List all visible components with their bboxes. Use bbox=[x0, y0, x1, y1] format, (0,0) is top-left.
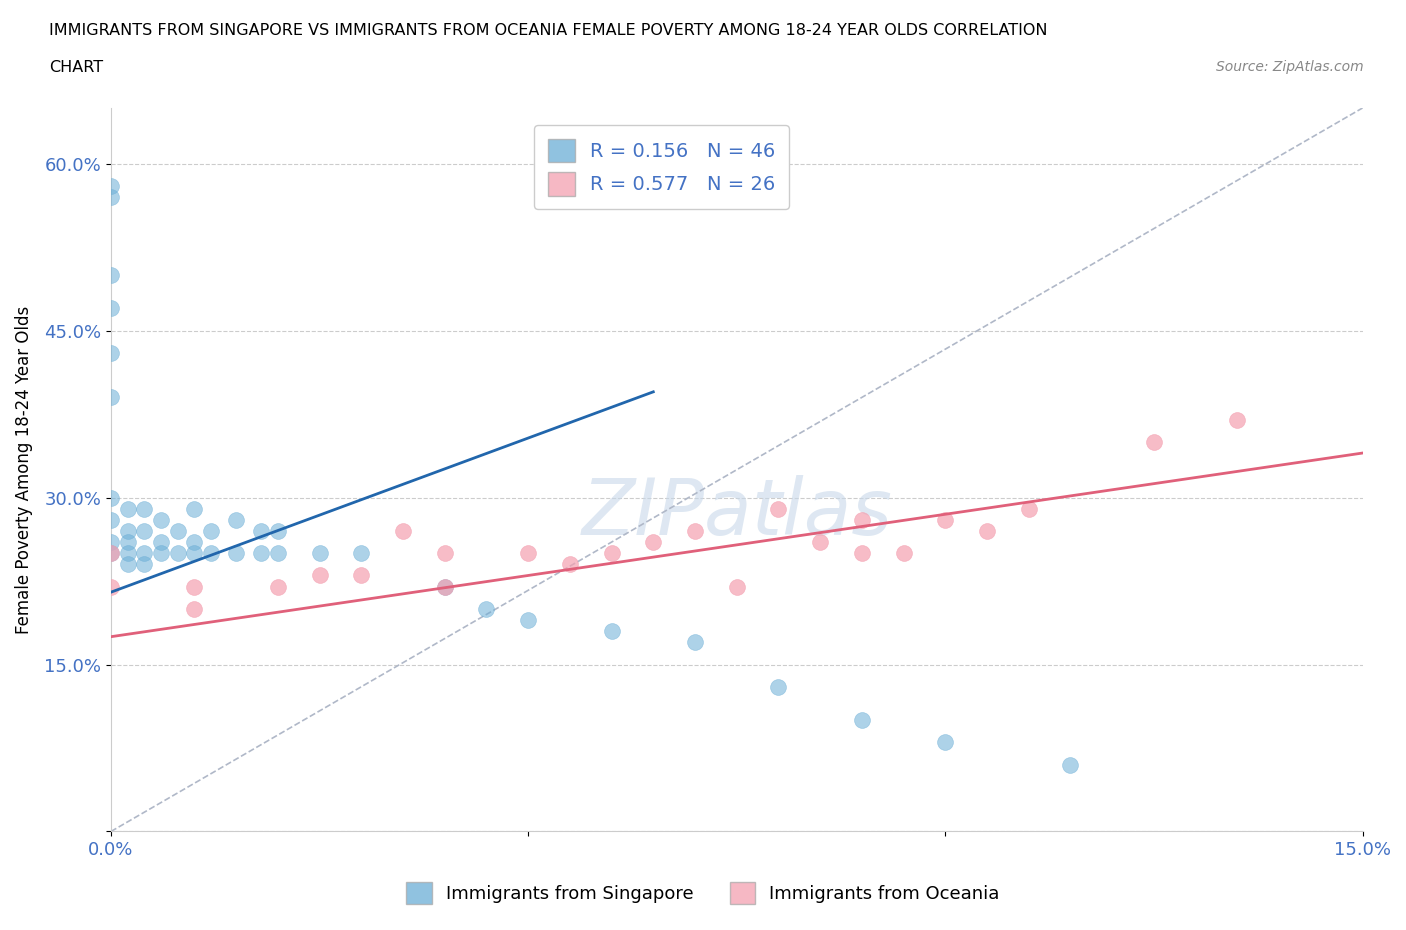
Point bbox=[350, 546, 373, 561]
Point bbox=[117, 535, 139, 550]
Point bbox=[166, 546, 188, 561]
Point bbox=[183, 535, 205, 550]
Point bbox=[117, 546, 139, 561]
Point bbox=[100, 268, 122, 283]
Point bbox=[200, 524, 222, 538]
Point bbox=[183, 602, 205, 617]
Point bbox=[893, 546, 915, 561]
Text: ZIPatlas: ZIPatlas bbox=[581, 475, 893, 551]
Point bbox=[768, 501, 790, 516]
Text: Source: ZipAtlas.com: Source: ZipAtlas.com bbox=[1216, 60, 1364, 74]
Point bbox=[308, 546, 330, 561]
Y-axis label: Female Poverty Among 18-24 Year Olds: Female Poverty Among 18-24 Year Olds bbox=[15, 306, 32, 634]
Point bbox=[100, 535, 122, 550]
Point bbox=[1059, 757, 1081, 772]
Point bbox=[183, 501, 205, 516]
Point bbox=[134, 501, 156, 516]
Point bbox=[100, 490, 122, 505]
Point bbox=[134, 524, 156, 538]
Point bbox=[100, 179, 122, 193]
Point bbox=[183, 579, 205, 594]
Point bbox=[100, 512, 122, 527]
Point bbox=[117, 501, 139, 516]
Point bbox=[683, 524, 706, 538]
Point bbox=[117, 524, 139, 538]
Point bbox=[100, 345, 122, 360]
Point bbox=[934, 735, 956, 750]
Text: IMMIGRANTS FROM SINGAPORE VS IMMIGRANTS FROM OCEANIA FEMALE POVERTY AMONG 18-24 : IMMIGRANTS FROM SINGAPORE VS IMMIGRANTS … bbox=[49, 23, 1047, 38]
Point bbox=[643, 535, 665, 550]
Point bbox=[433, 546, 456, 561]
Point bbox=[267, 546, 290, 561]
Point bbox=[725, 579, 748, 594]
Point bbox=[225, 546, 247, 561]
Point bbox=[250, 546, 273, 561]
Point bbox=[392, 524, 415, 538]
Point bbox=[134, 557, 156, 572]
Point bbox=[851, 512, 873, 527]
Point bbox=[267, 579, 290, 594]
Point bbox=[808, 535, 831, 550]
Point bbox=[150, 546, 173, 561]
Text: CHART: CHART bbox=[49, 60, 103, 75]
Point bbox=[100, 190, 122, 205]
Point bbox=[433, 579, 456, 594]
Point bbox=[350, 568, 373, 583]
Point bbox=[433, 579, 456, 594]
Point bbox=[134, 546, 156, 561]
Point bbox=[558, 557, 581, 572]
Point bbox=[150, 512, 173, 527]
Point bbox=[117, 557, 139, 572]
Point bbox=[976, 524, 998, 538]
Point bbox=[600, 624, 623, 639]
Point bbox=[100, 301, 122, 316]
Point bbox=[100, 390, 122, 405]
Point bbox=[934, 512, 956, 527]
Point bbox=[1018, 501, 1040, 516]
Point bbox=[851, 712, 873, 727]
Point bbox=[308, 568, 330, 583]
Point bbox=[768, 679, 790, 694]
Legend: Immigrants from Singapore, Immigrants from Oceania: Immigrants from Singapore, Immigrants fr… bbox=[399, 875, 1007, 911]
Point bbox=[600, 546, 623, 561]
Point bbox=[100, 579, 122, 594]
Point bbox=[166, 524, 188, 538]
Legend: R = 0.156   N = 46, R = 0.577   N = 26: R = 0.156 N = 46, R = 0.577 N = 26 bbox=[534, 125, 789, 209]
Point bbox=[225, 512, 247, 527]
Point bbox=[1226, 412, 1249, 427]
Point bbox=[150, 535, 173, 550]
Point bbox=[517, 546, 540, 561]
Point bbox=[250, 524, 273, 538]
Point bbox=[183, 546, 205, 561]
Point bbox=[683, 635, 706, 650]
Point bbox=[851, 546, 873, 561]
Point bbox=[1143, 434, 1166, 449]
Point bbox=[100, 546, 122, 561]
Point bbox=[267, 524, 290, 538]
Point bbox=[517, 613, 540, 628]
Point bbox=[475, 602, 498, 617]
Point bbox=[100, 546, 122, 561]
Point bbox=[200, 546, 222, 561]
